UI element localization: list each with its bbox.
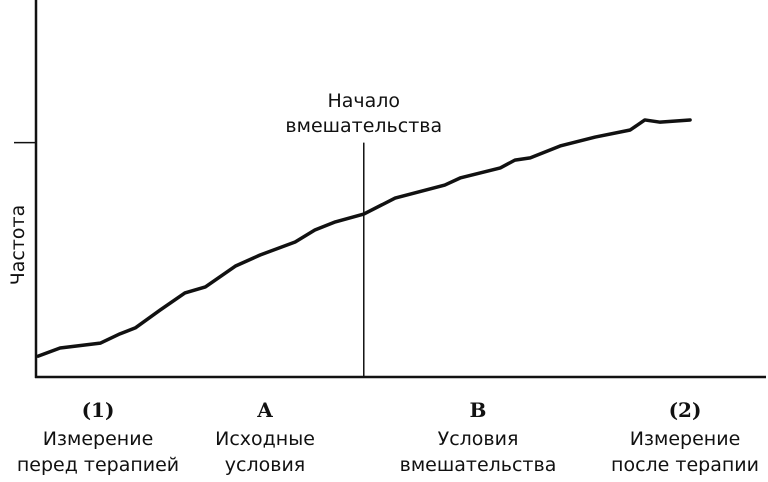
phase-label: Условия xyxy=(438,428,519,450)
phase-label: после терапии xyxy=(611,454,759,476)
phase-marker: A xyxy=(256,398,273,422)
annotation: вмешательства xyxy=(285,115,442,137)
phase-marker: (2) xyxy=(669,398,702,422)
phase-label: Исходные xyxy=(215,428,315,450)
phase-label: перед терапией xyxy=(17,454,179,476)
phase-label: вмешательства xyxy=(400,454,557,476)
annotation: Начало xyxy=(327,90,400,112)
y-axis-label: Частота xyxy=(7,205,29,286)
phase-label: условия xyxy=(225,454,305,476)
phase-label: Измерение xyxy=(43,428,154,450)
phase-marker: B xyxy=(470,398,487,422)
data-line xyxy=(36,118,692,358)
phase-label: Измерение xyxy=(630,428,741,450)
phase-marker: (1) xyxy=(82,398,115,422)
